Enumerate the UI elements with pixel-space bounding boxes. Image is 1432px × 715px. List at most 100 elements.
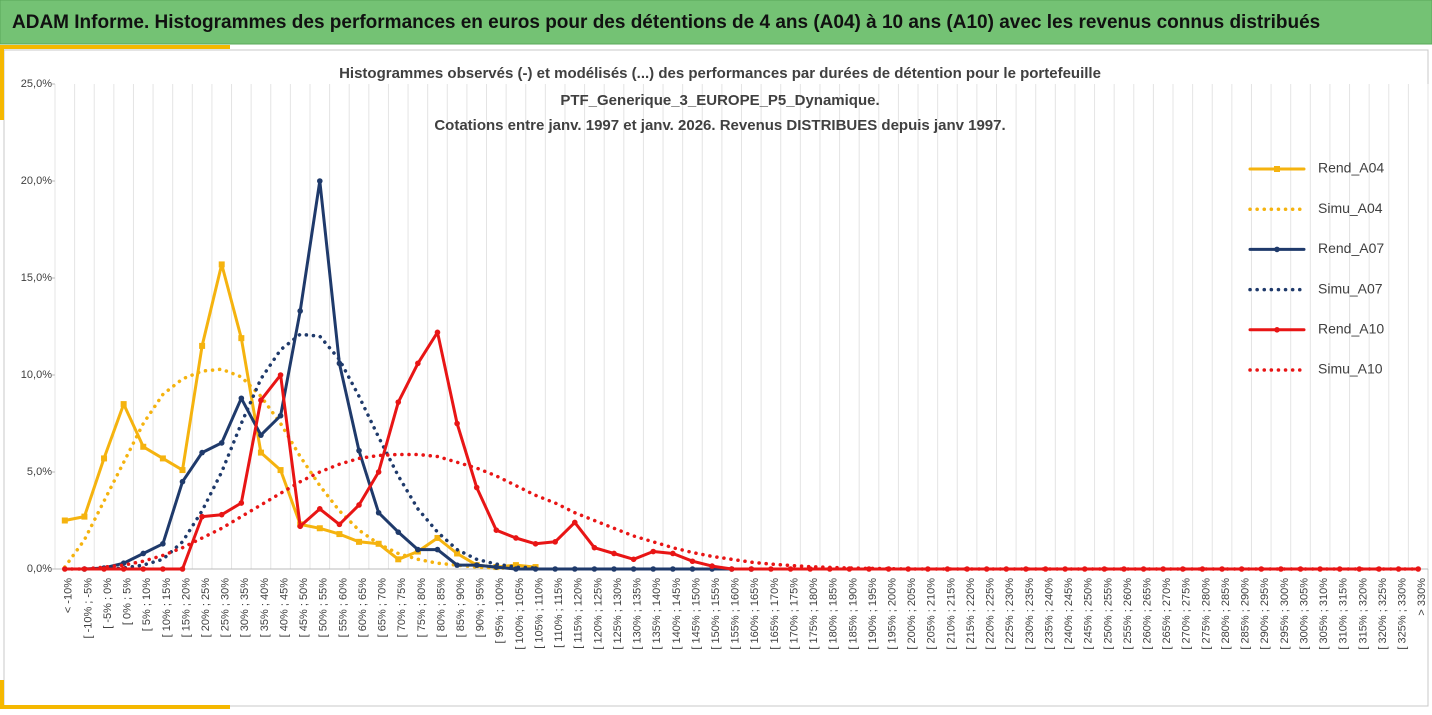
x-tick-label: [ 75% ; 80% [416,578,428,638]
series-line [63,452,1420,571]
marker [140,443,147,450]
marker [434,546,441,553]
x-tick-label: [ 270% ; 275% [1181,578,1193,650]
x-tick-label: [ 90% ; 95% [475,578,487,638]
marker [1278,566,1284,572]
marker [120,401,127,408]
marker [61,517,68,524]
marker [866,566,872,572]
marker [375,469,382,475]
marker [218,440,225,446]
marker [473,484,480,491]
marker [120,566,127,572]
marker [748,566,755,572]
x-tick-label: [ 110% ; 115% [553,578,565,648]
legend-marker [1274,166,1280,172]
x-tick-label: [ 150% ; 155% [710,578,722,650]
x-tick-label: [ 45% ; 50% [298,578,310,638]
marker [512,562,519,569]
x-tick-label: [ -5% ; 0% [102,578,114,629]
x-tick-label: [ 55% ; 60% [337,578,349,638]
marker [218,511,225,518]
x-tick-label: [ 85% ; 90% [455,578,467,638]
x-tick-label: [ 175% ; 180% [808,578,820,650]
marker [277,467,284,474]
x-tick-label: [ 315% ; 320% [1357,578,1369,650]
y-tick-label: 10,0% [21,369,52,381]
marker [1199,566,1206,572]
x-tick-label: [ 10% ; 15% [161,578,173,638]
marker [179,566,186,572]
header-title: ADAM Informe. Histogrammes des performan… [12,12,1320,33]
marker [140,550,147,557]
x-tick-label: [ 180% ; 185% [828,578,840,650]
marker [571,519,578,526]
x-tick-label: [ 5% ; 10% [141,578,153,631]
x-tick-label: [ 300% ; 305% [1298,578,1310,650]
y-tick-label: 15,0% [21,272,52,284]
x-tick-label: [ 235% ; 240% [1043,578,1055,650]
marker [199,342,206,349]
marker [591,566,598,572]
marker [257,449,264,456]
marker [395,529,402,535]
x-tick-label: [ 120% ; 125% [592,578,604,650]
marker [1042,566,1049,572]
marker [630,566,637,572]
legend-label: Simu_A10 [1318,361,1383,377]
x-tick-label: > 330% [1416,578,1428,616]
marker [199,449,205,456]
x-tick-label: [ 245% ; 250% [1083,578,1095,650]
x-tick-label: [ 60% ; 65% [357,578,369,638]
marker [473,562,480,568]
x-tick-label: [ 140% ; 145% [671,578,683,650]
x-tick-label: [ 265% ; 270% [1161,578,1173,650]
marker [258,397,264,404]
x-tick-label: [ 125% ; 130% [612,578,624,650]
marker [159,455,166,462]
x-tick-label: [ 325% ; 330% [1396,578,1408,650]
marker [297,523,303,530]
legend-label: Rend_A07 [1318,240,1384,256]
x-tick-label: [ 80% ; 85% [435,578,447,638]
series-line [102,332,538,571]
marker [297,308,303,314]
x-tick-label: [ 200% ; 205% [906,578,918,650]
marker [513,535,519,541]
x-tick-label: [ 135% ; 140% [651,578,663,650]
marker [199,513,205,520]
marker [316,525,323,532]
chart-frame [3,49,1429,707]
legend-label: Simu_A07 [1318,280,1383,296]
x-tick-label: [ 155% ; 160% [730,578,742,650]
marker [1121,566,1127,572]
x-tick-label: [ 40% ; 45% [278,578,290,638]
x-tick-label: [ 95% ; 100% [494,578,506,644]
marker [552,539,558,545]
x-tick-label: [ 275% ; 280% [1200,578,1212,650]
x-tick-label: [ 205% ; 210% [926,578,938,650]
marker [415,360,421,367]
x-tick-label: [ 160% ; 165% [749,578,761,650]
marker [611,566,617,572]
marker [591,544,598,551]
marker [238,335,245,342]
x-tick-label: [ 20% ; 25% [200,578,212,638]
marker [258,432,264,438]
x-tick-label: [ 195% ; 200% [887,578,899,650]
marker [768,566,774,572]
x-tick-label: [ 100% ; 105% [514,578,526,650]
x-tick-label: [ 220% ; 225% [985,578,997,650]
marker [356,447,362,454]
chart-title: Cotations entre janv. 1997 et janv. 2026… [434,117,1005,134]
x-tick-label: [ 30% ; 35% [239,578,251,638]
x-tick-label: [ 105% ; 110% [533,578,545,649]
marker [670,566,676,572]
marker [670,550,676,557]
chart-title: PTF_Generique_3_EUROPE_P5_Dynamique. [560,92,879,109]
marker [1356,566,1363,572]
marker [140,566,147,572]
x-tick-label: [ 310% ; 315% [1338,578,1350,650]
header-bar [0,0,1432,45]
x-tick-label: [ 15% ; 20% [180,578,192,638]
